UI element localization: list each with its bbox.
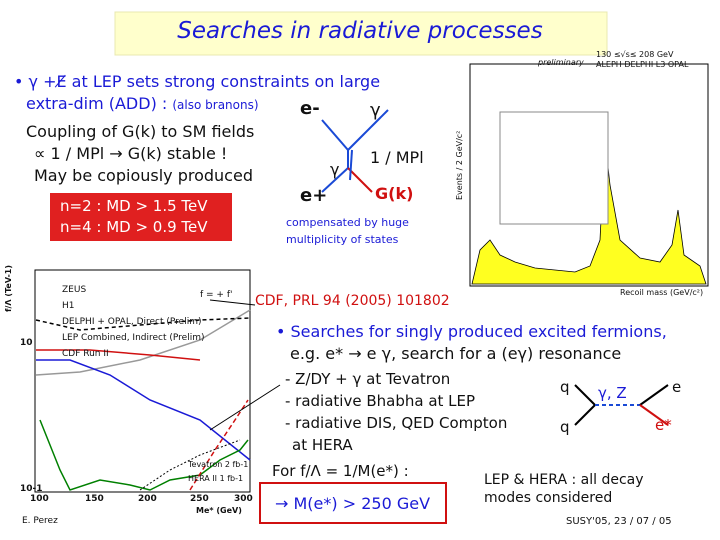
x-tick-label: 300 [234,494,253,504]
conference: SUSY'05, 23 / 07 / 05 [566,516,672,527]
plot-axis-label: Events / 2 GeV/c² [455,130,464,200]
bound: → M(e*) > 250 GeV [275,494,431,513]
legend-entry: DELPHI + OPAL, Direct (Prelim) [62,317,202,327]
legend-entry: H1 [62,301,75,311]
list-item: - radiative Bhabha at LEP [285,392,476,410]
coupling-line: ∝ 1 / MPl → G(k) stable ! [34,144,228,163]
limit: n=2 : MD > 1.5 TeV [60,197,208,215]
title-box [114,11,608,56]
legend-entry: CDF Run II [62,349,109,359]
plot-label: Tevatron 2 fb-1 [188,460,249,469]
diagram-label: 1 / MPl [370,148,424,167]
plot-label: preliminary [538,58,584,67]
diagram-label: γ, Z [598,384,627,402]
y-tick-label: 10-1 [20,484,43,494]
list-item: - radiative DIS, QED Compton [285,414,508,432]
x-tick-label: 150 [85,494,104,504]
x-tick-label: 200 [138,494,157,504]
diagram-label: q [560,418,570,436]
reference: CDF, PRL 94 (2005) 101802 [255,293,450,309]
diagram-label: e- [300,98,320,119]
note: compensated by huge [286,216,409,229]
diagram-label: e* [655,416,672,434]
plot-axis-label: Recoil mass (GeV/c²) [620,288,704,297]
note: multiplicity of states [286,233,399,246]
y-tick-label: 10 [20,338,33,348]
diagram-label: e+ [300,185,328,206]
x-tick-label: 100 [30,494,49,504]
intro-line: • γ +E̸ at LEP sets strong constraints o… [14,72,381,91]
x-tick-label: 250 [190,494,209,504]
diagram-label: e [672,378,682,396]
diagram-label: γ [330,160,340,179]
plot-label: ALEPH DELPHI L3 OPAL [596,60,689,69]
legend-entry: ZEUS [62,285,87,295]
plot-label: f = + f' [200,290,233,300]
title: Searches in radiative processes [177,18,543,44]
feynman-diagram [321,109,389,193]
bullet: • Searches for singly produced excited f… [276,322,667,341]
result: For f/Λ = 1/M(e*) : [272,462,409,480]
plot-label: 130 ≤√s≤ 208 GeV [596,50,674,59]
limit: n=4 : MD > 0.9 TeV [60,218,208,236]
bound-box [259,482,447,524]
intro-line: extra-dim (ADD) : (also branons) [26,94,259,113]
intro-text: extra-dim (ADD) : [26,94,168,113]
diagram-label: G(k) [375,184,414,203]
decay-note: modes considered [484,490,613,506]
limit-plot [34,269,251,493]
list-item: at HERA [292,436,353,454]
pointer-lines [209,299,281,431]
feynman-diagram-2 [574,384,669,426]
bullet-line: e.g. e* → e γ, search for a (eγ) resonan… [290,344,622,363]
x-axis-label: Me* (GeV) [196,506,242,515]
legend-entry: LEP Combined, Indirect (Prelim) [62,333,205,343]
coupling-line: May be copiously produced [34,166,253,185]
coupling-line: Coupling of G(k) to SM fields [26,122,255,141]
diagram-label: q [560,378,570,396]
plot-label: HERA II 1 fb-1 [188,474,244,483]
recoil-plot [469,63,709,287]
y-axis-label: f/Λ (TeV-1) [4,264,13,312]
list-item: - Z/DY + γ at Tevatron [285,370,451,388]
decay-note: LEP & HERA : all decay [484,472,644,488]
diagram-label: γ [370,100,381,121]
intro-note: (also branons) [172,98,259,112]
limits-box [50,193,232,241]
author: E. Perez [22,516,58,526]
